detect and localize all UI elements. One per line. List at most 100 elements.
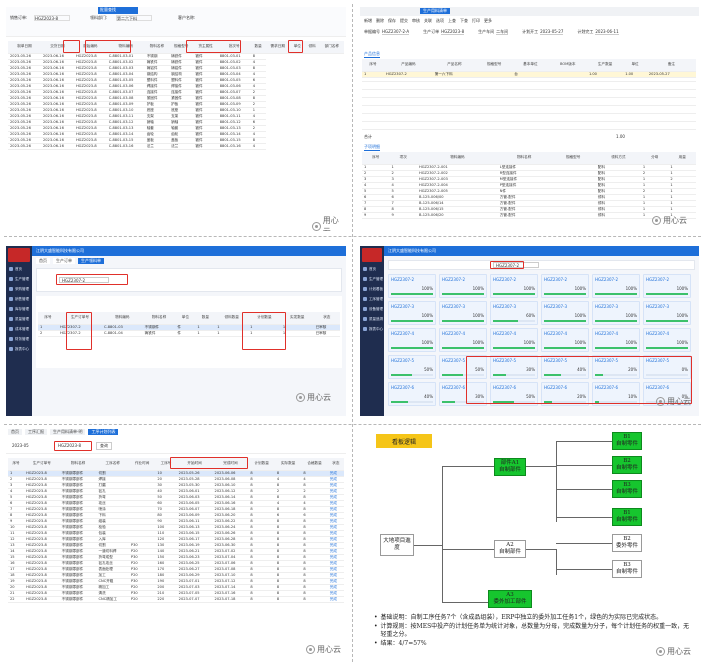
table-row[interactable]: 2023-05-26 2023-06-16 HGZ2023-8 C-8801-03-0… (8, 77, 344, 84)
table-row[interactable]: 2023-05-26 2023-06-16 HGZ2023-8 C-8801-03-0… (8, 89, 344, 96)
table-cell[interactable]: 完成 (327, 524, 344, 531)
table-row[interactable]: 2023-05-26 2023-06-16 HGZ2023-8 C-8801-03-1… (8, 107, 344, 114)
table-row[interactable]: 2023-05-26 2023-06-16 HGZ2023-8 C-8801-03-1… (8, 143, 344, 150)
sidebar-item[interactable]: 生产管理 (6, 274, 32, 284)
kanban-card[interactable]: HGZ2307-5 50% (388, 355, 436, 379)
kanban-card[interactable]: HGZ2307-6 0% (643, 382, 691, 406)
toolbar-item[interactable]: 删除 (376, 18, 384, 23)
table-row[interactable]: 3 3 HGZ2307-2-003 M型连接件 配料 1 2 (362, 176, 696, 183)
tab-production-bom[interactable]: 生产用料清单 (420, 8, 450, 14)
table-row[interactable]: 1 HGZ2307-2 第一六下料台 1.00 1.00 2023-05-27 (362, 71, 696, 78)
table-row[interactable]: 11 HGZ2023-8 不锈钢零部件 包装 110 2023-06-15 2023-06-… (8, 530, 344, 537)
table-cell[interactable]: 完成 (327, 536, 344, 543)
kanban-card[interactable]: HGZ2307-2 100% (643, 274, 691, 298)
kanban-card[interactable]: HGZ2307-2 100% (439, 274, 487, 298)
table-row[interactable]: 9 HGZ2023-8 不锈钢零部件 组装 90 2023-06-11 2023-06-22… (8, 518, 344, 525)
kanban-card[interactable]: HGZ2307-3 100% (388, 301, 436, 325)
batch-find-tab[interactable]: 批量查找 (98, 7, 138, 14)
table-row[interactable]: 2023-05-26 2023-06-16 HGZ2023-8 C-8801-03-1… (8, 131, 344, 138)
toolbar-item[interactable]: 选项 (436, 18, 444, 23)
header-value[interactable]: 2023-06-11 (595, 29, 619, 35)
kanban-card[interactable]: HGZ2307-4 100% (541, 328, 589, 352)
table-row[interactable]: 14 HGZ2023-8 不锈钢零部件 一道切料焊 P20 140 2023-06-21 20… (8, 548, 344, 555)
table-cell[interactable]: 完成 (327, 584, 344, 591)
kanban-card[interactable]: HGZ2307-6 40% (388, 382, 436, 406)
sidebar-item[interactable]: 首页 (6, 264, 32, 274)
table-row[interactable]: 12 HGZ2023-8 不锈钢零部件 入库 120 2023-06-17 2023-06-… (8, 536, 344, 543)
table-row[interactable]: 8 HGZ2023-8 不锈钢零部件 下料 80 2023-06-09 2023-06-20… (8, 512, 344, 519)
table-row[interactable]: 3 HGZ2023-8 不锈钢零部件 打磨 30 2023-05-30 2023-06-10… (8, 482, 344, 489)
order-filter[interactable]: HGZ2023-8 (58, 443, 82, 448)
filter-dept-input[interactable]: 第二六下料 (116, 15, 152, 21)
table-cell[interactable]: 完成 (327, 530, 344, 537)
sidebar-item[interactable]: 质量管理 (6, 314, 32, 324)
table-cell[interactable]: 完成 (327, 500, 344, 507)
table-row[interactable]: 6 HGZ2023-8 不锈钢零部件 攻丝 60 2023-06-05 2023-06-16… (8, 500, 344, 507)
tab-sub-items[interactable]: 子项明细 (364, 144, 380, 151)
header-value[interactable]: HGZ2023-8 (441, 29, 465, 35)
kanban-card[interactable]: HGZ2307-4 100% (388, 328, 436, 352)
table-row[interactable]: 2 HGZ2023-8 不锈钢零部件 焊接 20 2023-05-28 2023-06-08… (8, 476, 344, 483)
kanban-card[interactable]: HGZ2307-4 100% (592, 328, 640, 352)
kanban-card[interactable]: HGZ2307-6 10% (592, 382, 640, 406)
tab[interactable]: 工序计划列表 (88, 429, 119, 435)
kanban-card[interactable]: HGZ2307-2 100% (592, 274, 640, 298)
header-value[interactable]: 2023-05-27 (540, 29, 564, 35)
sidebar-item[interactable]: 报表中心 (6, 344, 32, 354)
table-cell[interactable]: 完成 (327, 488, 344, 495)
table-row[interactable]: 21 HGZ2023-8 不锈钢零部件 清洗 P30 210 2023-07-05 2023-… (8, 590, 344, 597)
table-row[interactable]: 1 HGZ2023-8 不锈钢零部件 切割 10 2023-05-26 2023-06-06… (8, 470, 344, 477)
tab[interactable]: 生产用料清单-明 (50, 429, 86, 435)
kanban-card[interactable]: HGZ2307-5 30% (490, 355, 538, 379)
table-row[interactable]: 2023-05-26 2023-06-16 HGZ2023-8 C-8801-03-0… (8, 65, 344, 72)
table-row[interactable]: 2023-05-26 2023-06-16 HGZ2023-8 C-8801-03-1… (8, 113, 344, 120)
table-row[interactable]: 2023-05-26 2023-06-16 HGZ2023-8 C-8801-03-0… (8, 101, 344, 108)
kanban-card[interactable]: HGZ2307-5 50% (439, 355, 487, 379)
kanban-card[interactable]: HGZ2307-2 100% (490, 274, 538, 298)
header-value[interactable]: 二车间 (496, 29, 509, 35)
table-row[interactable]: 4 4 HGZ2307-2-004 P型连接件 配料 1 1 (362, 182, 696, 189)
table-row[interactable]: 6 6 B-125-006/00 方管-配件 领料 1 1 (362, 194, 696, 201)
sidebar-item[interactable]: 成本管理 (6, 324, 32, 334)
kanban-card[interactable]: HGZ2307-2 100% (388, 274, 436, 298)
table-row[interactable]: 2023-05-26 2023-06-16 HGZ2023-8 C-8801-03-0… (8, 71, 344, 78)
toolbar-item[interactable]: 审核 (412, 18, 420, 23)
kanban-card[interactable]: HGZ2307-6 30% (439, 382, 487, 406)
kanban-card[interactable]: HGZ2307-5 40% (541, 355, 589, 379)
table-row[interactable]: 19 HGZ2023-8 不锈钢零部件 CNC开粗 P30 190 2023-07-01 20… (8, 578, 344, 585)
tab[interactable]: 首页 (36, 258, 50, 264)
kanban-card[interactable]: HGZ2307-3 100% (592, 301, 640, 325)
table-row[interactable]: 17 HGZ2023-8 不锈钢零部件 表面处理 P30 170 2023-06-27 202… (8, 566, 344, 573)
table-row[interactable]: 9 9 B-125-006/20 方管-配件 领料 1 1 (362, 212, 696, 219)
sidebar-item[interactable]: 质量追溯 (360, 314, 384, 324)
table-cell[interactable]: 完成 (327, 566, 344, 573)
tab[interactable]: 工序汇报 (25, 429, 47, 435)
sidebar-item[interactable]: 财务管理 (6, 334, 32, 344)
table-cell[interactable]: 完成 (327, 476, 344, 483)
search-input[interactable]: HGZ2307-2 (493, 262, 539, 268)
toolbar-item[interactable]: 上查 (448, 18, 456, 23)
filter-order-input[interactable]: HGZ2023-8 (34, 15, 70, 21)
table-cell[interactable]: 完成 (327, 542, 344, 549)
sidebar-item[interactable]: 计划看板 (360, 284, 384, 294)
sidebar-item[interactable]: 首页 (360, 264, 384, 274)
table-row[interactable]: 4 HGZ2023-8 不锈钢零部件 钻孔 40 2023-06-01 2023-06-12… (8, 488, 344, 495)
tab[interactable]: 生产领料单 (78, 258, 104, 264)
table-cell[interactable]: 完成 (327, 494, 344, 501)
tab[interactable]: 首页 (8, 429, 22, 435)
table-cell[interactable]: 完成 (327, 590, 344, 597)
sidebar-item[interactable]: 设备管理 (360, 304, 384, 314)
table-row[interactable]: 7 7 B-125-006/14 方管-配件 领料 1 1 (362, 200, 696, 207)
table-cell[interactable]: 完成 (327, 578, 344, 585)
table-cell[interactable]: 完成 (327, 518, 344, 525)
table-row[interactable]: 2023-05-26 2023-06-16 HGZ2023-8 C-8801-03-0… (8, 53, 344, 60)
table-row[interactable]: 2023-05-26 2023-06-16 HGZ2023-8 C-8801-03-1… (8, 119, 344, 126)
toolbar-item[interactable]: 保存 (388, 18, 396, 23)
table-row[interactable]: 7 HGZ2023-8 不锈钢零部件 喷涂 70 2023-06-07 2023-06-18… (8, 506, 344, 513)
table-row[interactable]: 10 HGZ2023-8 不锈钢零部件 检验 100 2023-06-13 2023-06-… (8, 524, 344, 531)
sidebar-item[interactable]: 工序管理 (360, 294, 384, 304)
date-filter[interactable]: 2023-05 (12, 443, 29, 448)
table-row[interactable]: 8 8 B-125-006/15 方管-配件 领料 1 1 (362, 206, 696, 213)
tab-product-info[interactable]: 产品信息 (364, 51, 380, 58)
kanban-card[interactable]: HGZ2307-4 100% (643, 328, 691, 352)
